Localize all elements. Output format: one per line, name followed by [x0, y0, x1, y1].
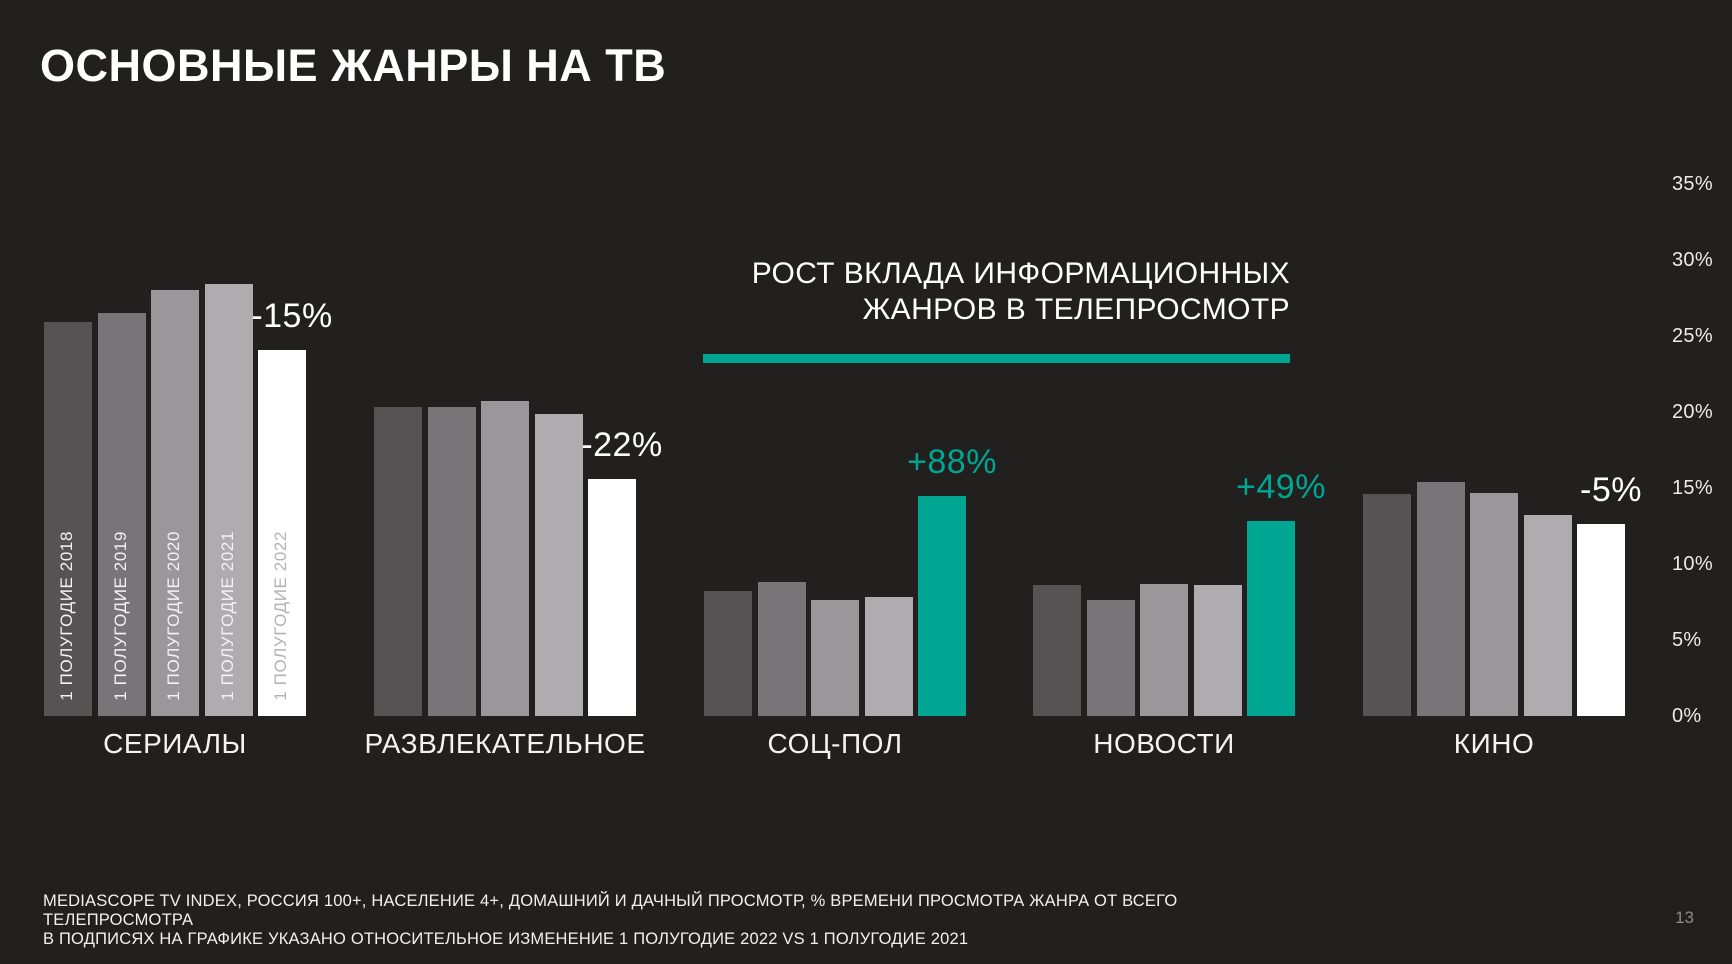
category-label-КИНО: КИНО: [1453, 728, 1535, 759]
bar-НОВОСТИ-2020: [1140, 583, 1188, 716]
callout-heading: РОСТ ВКЛАДА ИНФОРМАЦИОННЫХ ЖАНРОВ В ТЕЛЕ…: [590, 256, 1290, 328]
y-axis-tick: 30%: [1672, 249, 1713, 271]
bar-СЕРИАЛЫ-2019: [97, 313, 146, 716]
bar-КИНО-2019: [1416, 481, 1465, 716]
category-label-РАЗВЛЕКАТЕЛЬНОЕ: РАЗВЛЕКАТЕЛЬНОЕ: [364, 728, 646, 759]
page-number: 13: [1675, 908, 1694, 927]
bar-НОВОСТИ-2018: [1033, 585, 1081, 716]
y-axis-tick: 10%: [1672, 553, 1713, 575]
bar-year-label: 1 ПОЛУГОДИЕ 2020: [164, 531, 183, 701]
footnote-line-2: В ПОДПИСЯХ НА ГРАФИКЕ УКАЗАНО ОТНОСИТЕЛЬ…: [43, 930, 969, 948]
bar-КИНО-2022: [1577, 524, 1625, 716]
bar-year-label: 1 ПОЛУГОДИЕ 2022: [271, 531, 290, 701]
y-axis-tick: 25%: [1672, 325, 1713, 347]
category-label-НОВОСТИ: НОВОСТИ: [1093, 728, 1235, 759]
bar-СОЦ-ПОЛ-2019: [757, 582, 806, 716]
callout-underline: [703, 354, 1290, 363]
bar-КИНО-2020: [1470, 492, 1518, 716]
bar-year-label: 1 ПОЛУГОДИЕ 2019: [110, 531, 130, 701]
footnote-line-1: MEDIASCOPE TV INDEX, РОССИЯ 100+, НАСЕЛЕ…: [43, 892, 1178, 929]
y-axis-tick: 35%: [1672, 173, 1713, 195]
category-label-СЕРИАЛЫ: СЕРИАЛЫ: [103, 728, 247, 759]
bar-НОВОСТИ-2019: [1086, 600, 1135, 716]
y-axis-tick: 15%: [1672, 477, 1713, 499]
y-axis-tick: 5%: [1672, 629, 1702, 651]
bar-СОЦ-ПОЛ-2018: [704, 591, 752, 716]
change-annotation: -22%: [581, 425, 663, 464]
bar-РАЗВЛЕКАТЕЛЬНОЕ-2018: [374, 407, 422, 716]
bar-КИНО-2021: [1523, 515, 1572, 716]
bar-НОВОСТИ-2022: [1247, 521, 1295, 716]
source-footnote: MEDIASCOPE TV INDEX, РОССИЯ 100+, НАСЕЛЕ…: [43, 892, 1303, 949]
bar-СОЦ-ПОЛ-2021: [864, 597, 913, 716]
bar-СЕРИАЛЫ-2021: [204, 284, 253, 716]
callout-line-2: ЖАНРОВ В ТЕЛЕПРОСМОТР: [862, 293, 1290, 326]
bar-year-label: 1 ПОЛУГОДИЕ 2021: [217, 531, 237, 701]
bar-СЕРИАЛЫ-2020: [151, 290, 199, 716]
change-annotation: +88%: [907, 442, 997, 481]
change-annotation: -15%: [251, 296, 333, 335]
callout-line-1: РОСТ ВКЛАДА ИНФОРМАЦИОННЫХ: [751, 257, 1290, 290]
bar-СЕРИАЛЫ-2018: [44, 322, 92, 716]
bar-НОВОСТИ-2021: [1193, 585, 1242, 716]
y-axis-tick: 0%: [1672, 705, 1702, 727]
bar-СОЦ-ПОЛ-2022: [918, 495, 966, 716]
category-label-СОЦ-ПОЛ: СОЦ-ПОЛ: [767, 728, 903, 759]
y-axis-tick: 20%: [1672, 401, 1713, 423]
bar-СЕРИАЛЫ-2022: [258, 349, 306, 716]
bar-РАЗВЛЕКАТЕЛЬНОЕ-2019: [427, 407, 476, 716]
bar-СОЦ-ПОЛ-2020: [811, 600, 859, 716]
change-annotation: +49%: [1236, 468, 1326, 507]
bar-РАЗВЛЕКАТЕЛЬНОЕ-2022: [588, 478, 636, 716]
bar-КИНО-2018: [1363, 494, 1411, 716]
bar-year-label: 1 ПОЛУГОДИЕ 2018: [57, 531, 76, 701]
bar-РАЗВЛЕКАТЕЛЬНОЕ-2020: [481, 401, 529, 716]
bar-РАЗВЛЕКАТЕЛЬНОЕ-2021: [534, 413, 583, 716]
page-title: ОСНОВНЫЕ ЖАНРЫ НА ТВ: [40, 40, 667, 91]
change-annotation: -5%: [1580, 471, 1642, 510]
